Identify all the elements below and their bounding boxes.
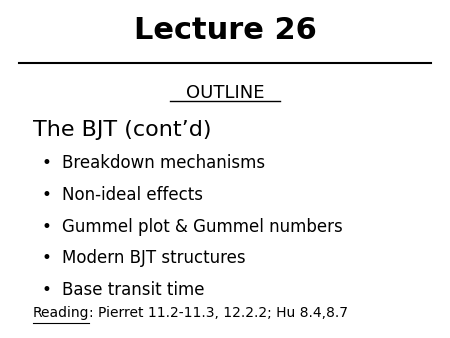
Text: Modern BJT structures: Modern BJT structures [62,249,245,267]
Text: Lecture 26: Lecture 26 [134,17,316,46]
Text: •: • [41,154,51,172]
Text: : Pierret 11.2-11.3, 12.2.2; Hu 8.4,8.7: : Pierret 11.2-11.3, 12.2.2; Hu 8.4,8.7 [89,307,347,320]
Text: The BJT (cont’d): The BJT (cont’d) [33,120,211,140]
Text: •: • [41,249,51,267]
Text: •: • [41,186,51,204]
Text: •: • [41,218,51,236]
Text: Gummel plot & Gummel numbers: Gummel plot & Gummel numbers [62,218,342,236]
Text: Non-ideal effects: Non-ideal effects [62,186,203,204]
Text: •: • [41,281,51,299]
Text: Reading: Reading [33,307,89,320]
Text: Base transit time: Base transit time [62,281,204,299]
Text: Breakdown mechanisms: Breakdown mechanisms [62,154,265,172]
Text: OUTLINE: OUTLINE [186,83,264,101]
